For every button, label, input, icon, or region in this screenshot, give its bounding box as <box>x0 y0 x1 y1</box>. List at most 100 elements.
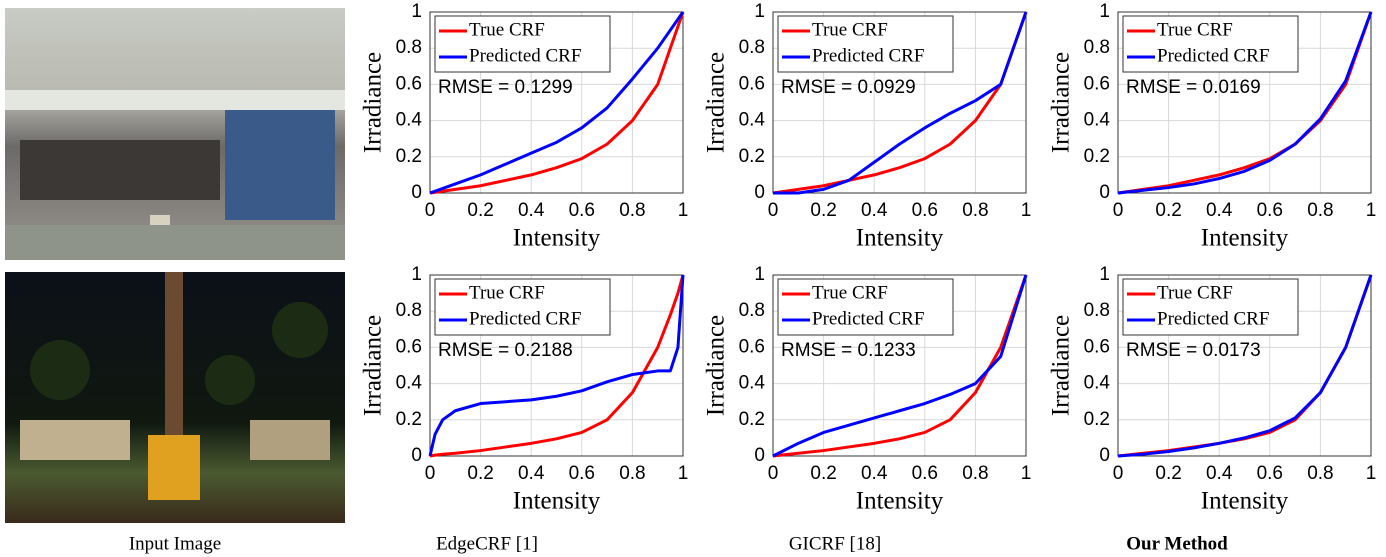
x-tick-label: 0.4 <box>861 463 888 484</box>
x-tick-label: 0 <box>425 200 436 221</box>
x-tick-label: 0.2 <box>467 200 493 221</box>
x-tick-label: 0.8 <box>1307 463 1333 484</box>
y-tick-label: 0.2 <box>396 409 422 430</box>
crf-line <box>428 274 685 457</box>
y-tick-label: 0.8 <box>1084 300 1110 321</box>
axes-box <box>772 11 1027 194</box>
legend-box <box>777 15 954 73</box>
legend-label: Predicted CRF <box>1157 45 1269 66</box>
y-tick-label: 0.6 <box>396 336 422 357</box>
annotation: RMSE = 0.1233 <box>781 340 916 361</box>
annotation: RMSE = 0.0169 <box>1126 77 1261 98</box>
chart: 0 0.2 0.4 0.6 0.8 1 0 0.2 0.4 0.6 0.8 1 Intensity Irr… <box>703 264 1032 515</box>
crf-line <box>429 11 685 195</box>
crf-line <box>772 11 1028 195</box>
legend-label: Predicted CRF <box>812 45 924 66</box>
y-tick-label: 1 <box>411 1 422 22</box>
x-tick-label: 0.8 <box>962 200 988 221</box>
x-tick-label: 0.6 <box>912 463 938 484</box>
x-tick-label: 0 <box>425 463 436 484</box>
chart: 0 0.2 0.4 0.6 0.8 1 0 0.2 0.4 0.6 0.8 1 Intensity Irr… <box>360 1 689 252</box>
legend-box <box>777 278 954 336</box>
x-tick-label: 1 <box>1366 463 1377 484</box>
legend-label: True CRF <box>1157 282 1233 303</box>
input-photo <box>5 272 345 523</box>
y-tick-label: 0.4 <box>396 110 423 131</box>
crf-line <box>772 274 1028 458</box>
x-tick-label: 0.4 <box>518 200 545 221</box>
y-tick-label: 0.6 <box>1084 73 1110 94</box>
x-tick-label: 0.8 <box>619 463 645 484</box>
y-tick-label: 0.8 <box>739 37 765 58</box>
x-tick-label: 0.6 <box>569 200 595 221</box>
x-tick-label: 0.4 <box>861 200 888 221</box>
legend-box <box>1122 278 1299 336</box>
x-tick-label: 0.8 <box>962 463 988 484</box>
y-axis-label: Irradiance <box>703 315 730 416</box>
x-tick-label: 0 <box>768 463 779 484</box>
axes-box <box>772 274 1027 457</box>
x-tick-label: 0.6 <box>569 463 595 484</box>
x-tick-label: 0 <box>768 200 779 221</box>
x-axis-label: Intensity <box>513 488 601 515</box>
y-tick-label: 0.6 <box>1084 336 1110 357</box>
y-tick-label: 0 <box>754 182 765 203</box>
legend-label: True CRF <box>469 19 545 40</box>
crf-line <box>1117 11 1373 195</box>
y-tick-label: 0 <box>754 445 765 466</box>
annotation: RMSE = 0.1299 <box>438 77 573 98</box>
y-tick-label: 0.8 <box>396 37 422 58</box>
y-tick-label: 0 <box>411 445 422 466</box>
annotation: RMSE = 0.2188 <box>438 340 573 361</box>
y-tick-label: 0.2 <box>1084 409 1110 430</box>
x-tick-label: 0.2 <box>1155 463 1181 484</box>
x-axis-label: Intensity <box>856 488 944 515</box>
legend-label: Predicted CRF <box>812 308 924 329</box>
caption: EdgeCRF [1] <box>436 533 538 554</box>
legend-label: Predicted CRF <box>469 45 581 66</box>
y-tick-label: 0.8 <box>739 300 765 321</box>
annotation: RMSE = 0.0173 <box>1126 340 1261 361</box>
y-tick-label: 1 <box>1099 1 1110 22</box>
chart: 0 0.2 0.4 0.6 0.8 1 0 0.2 0.4 0.6 0.8 1 Intensity Irr… <box>360 264 689 515</box>
x-tick-label: 1 <box>1021 200 1032 221</box>
x-axis-label: Intensity <box>1201 488 1289 515</box>
legend-label: True CRF <box>812 19 888 40</box>
crf-line <box>1117 274 1373 458</box>
x-tick-label: 1 <box>1021 463 1032 484</box>
crf-line <box>429 274 685 458</box>
y-tick-label: 0.4 <box>739 373 766 394</box>
annotation: RMSE = 0.0929 <box>781 77 916 98</box>
axes-box <box>429 274 684 457</box>
chart: 0 0.2 0.4 0.6 0.8 1 0 0.2 0.4 0.6 0.8 1 Intensity Irr… <box>1048 264 1377 515</box>
x-axis-label: Intensity <box>1201 225 1289 252</box>
y-tick-label: 0 <box>1099 182 1110 203</box>
y-tick-label: 1 <box>754 1 765 22</box>
legend-box <box>434 278 611 336</box>
x-tick-label: 0.2 <box>810 200 836 221</box>
x-tick-label: 0 <box>1113 200 1124 221</box>
axes-box <box>1117 274 1372 457</box>
y-tick-label: 0.4 <box>1084 110 1111 131</box>
x-tick-label: 0.4 <box>518 463 545 484</box>
y-tick-label: 0 <box>1099 445 1110 466</box>
y-tick-label: 0.2 <box>396 146 422 167</box>
y-tick-label: 1 <box>754 264 765 285</box>
y-tick-label: 0.4 <box>396 373 423 394</box>
x-tick-label: 0.6 <box>1257 463 1283 484</box>
legend-box <box>1122 15 1299 73</box>
x-tick-label: 0.6 <box>912 200 938 221</box>
legend-label: True CRF <box>469 282 545 303</box>
y-tick-label: 0.4 <box>739 110 766 131</box>
legend-label: True CRF <box>812 282 888 303</box>
y-tick-label: 0.6 <box>396 73 422 94</box>
y-axis-label: Irradiance <box>1048 52 1075 153</box>
y-tick-label: 0.2 <box>1084 146 1110 167</box>
legend-label: Predicted CRF <box>469 308 581 329</box>
y-tick-label: 0.6 <box>739 73 765 94</box>
x-tick-label: 0.2 <box>467 463 493 484</box>
x-tick-label: 0.4 <box>1206 200 1233 221</box>
y-tick-label: 0 <box>411 182 422 203</box>
chart: 0 0.2 0.4 0.6 0.8 1 0 0.2 0.4 0.6 0.8 1 Intensity Irr… <box>703 1 1032 252</box>
x-tick-label: 0.8 <box>619 200 645 221</box>
